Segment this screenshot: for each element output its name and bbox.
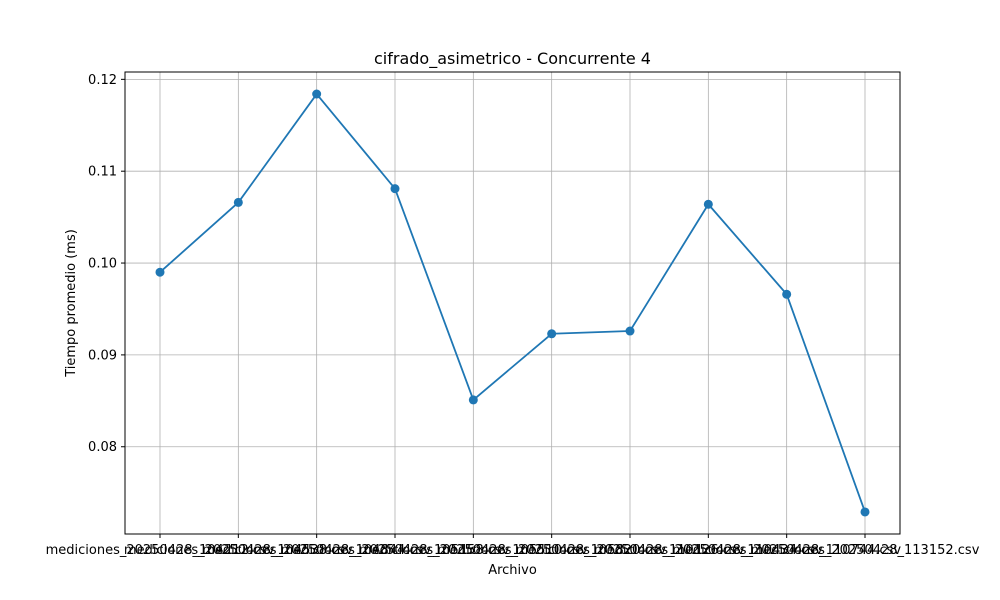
data-point	[155, 267, 165, 277]
data-point	[625, 326, 635, 336]
x-tick-label: mediciones_20250428_105158.csv	[281, 543, 510, 558]
x-tick-label: mediciones_20250428_104844.csv	[202, 543, 431, 558]
series-line	[159, 93, 866, 513]
x-tick-label: mediciones_20250428_104212.csv	[46, 543, 275, 558]
x-tick-label: mediciones_20250428_110126.csv	[516, 543, 745, 558]
axes-frame	[124, 71, 901, 535]
x-tick-label: mediciones_20250428_113152.csv	[751, 543, 980, 558]
x-tick-label: mediciones_20250428_110434.csv	[594, 543, 823, 558]
data-point	[703, 199, 713, 209]
y-tick-label: 0.12	[88, 73, 117, 88]
axis-ticks: mediciones_20250428_104212.csvmediciones…	[46, 73, 980, 558]
x-tick-label: mediciones_20250428_110744.csv	[672, 543, 901, 558]
data-point	[390, 184, 400, 194]
y-axis-label: Tiempo promedio (ms)	[64, 229, 79, 378]
x-tick-label: mediciones_20250428_105820.csv	[437, 543, 666, 558]
x-tick-label: mediciones_20250428_104538.csv	[124, 543, 353, 558]
y-tick-label: 0.08	[88, 440, 117, 455]
grid-lines	[125, 72, 900, 534]
data-point	[312, 89, 322, 99]
plot-area	[155, 89, 870, 517]
chart-title: cifrado_asimetrico - Concurrente 4	[374, 49, 651, 69]
x-tick-label: mediciones_20250428_105510.csv	[359, 543, 588, 558]
data-point	[468, 395, 478, 405]
data-point	[860, 507, 870, 517]
data-point	[233, 197, 243, 207]
y-tick-label: 0.09	[88, 348, 117, 363]
y-tick-label: 0.11	[88, 165, 117, 180]
data-point	[782, 289, 792, 299]
x-axis-label: Archivo	[488, 563, 537, 578]
y-tick-label: 0.10	[88, 257, 117, 272]
data-point	[547, 329, 557, 339]
